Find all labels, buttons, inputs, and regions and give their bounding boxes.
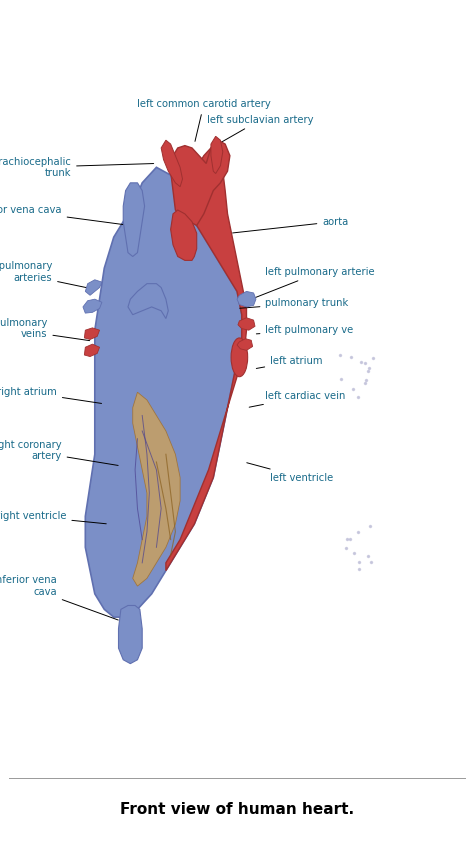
Polygon shape [84, 328, 100, 339]
Polygon shape [85, 168, 242, 617]
Text: pulmonary trunk: pulmonary trunk [240, 298, 349, 308]
Polygon shape [237, 291, 256, 307]
Text: left pulmonary arterie: left pulmonary arterie [254, 267, 375, 298]
Ellipse shape [231, 338, 247, 376]
Polygon shape [85, 280, 102, 296]
Text: right atrium: right atrium [0, 387, 101, 403]
Polygon shape [238, 317, 255, 330]
Polygon shape [161, 140, 182, 187]
Polygon shape [83, 299, 102, 313]
Text: left common carotid artery: left common carotid artery [137, 99, 271, 141]
Polygon shape [128, 284, 168, 318]
Text: aorta: aorta [233, 216, 348, 233]
Text: superior vena cava: superior vena cava [0, 205, 128, 225]
Polygon shape [237, 338, 253, 350]
Text: left pulmonary ve: left pulmonary ve [256, 325, 354, 335]
Polygon shape [123, 183, 145, 257]
Polygon shape [118, 605, 142, 663]
Polygon shape [171, 210, 197, 260]
Text: ←: ← [24, 40, 39, 57]
Polygon shape [211, 136, 223, 173]
Text: left subclavian artery: left subclavian artery [208, 115, 314, 142]
Text: inferior vena
cava: inferior vena cava [0, 575, 118, 620]
Text: brachiocephalic
trunk: brachiocephalic trunk [0, 157, 154, 179]
Polygon shape [166, 148, 246, 571]
Text: Front view of human heart.: Front view of human heart. [120, 802, 354, 817]
Text: left ventricle: left ventricle [247, 463, 333, 482]
Text: left cardiac vein: left cardiac vein [249, 391, 346, 408]
Polygon shape [133, 392, 180, 586]
Text: left atrium: left atrium [256, 356, 323, 369]
Text: Voo  LTE  69%  8:58 pm: Voo LTE 69% 8:58 pm [354, 11, 460, 19]
Text: right pulmonary
veins: right pulmonary veins [0, 317, 90, 341]
Polygon shape [84, 344, 100, 356]
Text: posted 24/08/15: posted 24/08/15 [76, 41, 207, 56]
Text: right coronary
artery: right coronary artery [0, 440, 118, 466]
Text: right pulmonary
arteries: right pulmonary arteries [0, 261, 94, 290]
Text: right ventricle: right ventricle [0, 511, 106, 524]
Polygon shape [171, 140, 230, 226]
